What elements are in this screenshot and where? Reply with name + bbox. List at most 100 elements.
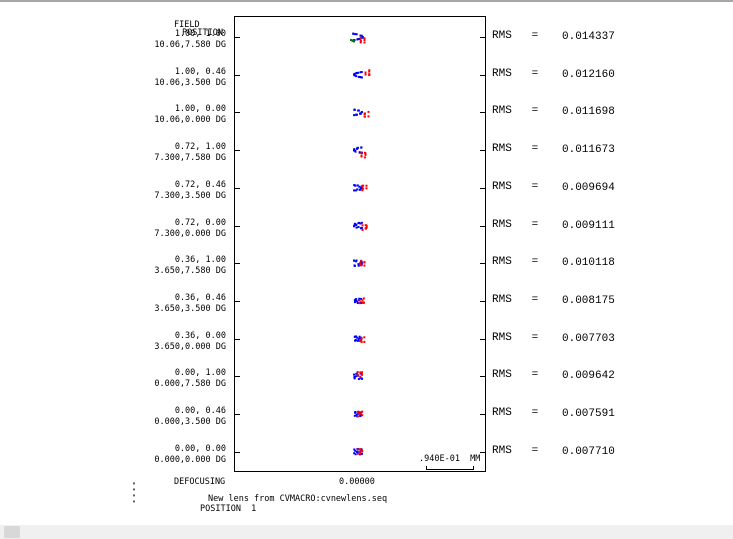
- spot-cluster: [353, 410, 364, 418]
- field-header: FIELD: [174, 12, 200, 30]
- red-ray-point: [363, 340, 366, 343]
- field-fraction: 0.72, 0.46: [174, 179, 226, 190]
- blue-ray-point: [358, 297, 361, 300]
- field-coordinates: 0.36, 1.00 3.650,7.580 DG: [36, 255, 226, 277]
- blue-ray-point: [354, 453, 357, 456]
- blue-ray-point: [353, 376, 356, 379]
- red-ray-point: [365, 184, 368, 187]
- field-angle: 0.000,3.500 DG: [154, 417, 226, 427]
- rms-value: 0.009111: [562, 219, 615, 232]
- rms-label: RMS =: [492, 144, 538, 155]
- blue-ray-point: [359, 301, 362, 304]
- right-tick: [480, 187, 486, 189]
- blue-ray-point: [356, 301, 359, 304]
- blue-ray-point: [359, 112, 362, 115]
- red-ray-point: [364, 152, 367, 155]
- field-fraction: 0.72, 0.00: [174, 217, 226, 228]
- spot-diagram-frame: [234, 16, 486, 472]
- red-ray-point: [359, 448, 362, 451]
- field-fraction: 1.00, 0.00: [174, 104, 226, 115]
- red-ray-point: [359, 450, 362, 453]
- blue-ray-point: [358, 37, 361, 40]
- blue-ray-point: [360, 377, 363, 380]
- rms-value: 0.009694: [562, 181, 615, 194]
- rms-label: RMS =: [492, 31, 538, 42]
- position-number: POSITION 1: [200, 504, 257, 514]
- field-angle: 3.650,7.580 DG: [154, 266, 226, 277]
- blue-ray-point: [353, 452, 356, 455]
- rms-label: RMS =: [492, 67, 539, 80]
- field-fraction: 0.72, 1.00: [174, 142, 226, 153]
- right-tick: [480, 338, 486, 340]
- red-ray-point: [359, 41, 362, 44]
- rms-text: RMS: [492, 105, 512, 118]
- rms-label: RMS =: [492, 180, 539, 193]
- blue-ray-point: [356, 184, 359, 187]
- blue-ray-point: [353, 222, 356, 225]
- blue-ray-point: [354, 150, 357, 153]
- blue-ray-point: [360, 70, 363, 73]
- field-coordinates: 1.00, 1.00 10.06,7.580 DG: [36, 29, 226, 51]
- red-ray-point: [360, 373, 363, 376]
- field-angle: 3.650,3.500 DG: [154, 303, 226, 314]
- field-fraction: 1.00, 0.46: [174, 66, 226, 77]
- right-tick: [480, 376, 486, 378]
- equals-sign: =: [531, 180, 539, 193]
- blue-ray-point: [353, 189, 356, 192]
- scale-bar: [426, 466, 474, 470]
- blue-ray-point: [354, 299, 357, 302]
- field-coordinates: 0.72, 0.46 7.300,3.500 DG: [36, 180, 226, 202]
- blue-ray-point: [355, 75, 358, 78]
- field-angle: 0.000,7.580 DG: [154, 379, 226, 390]
- vertical-caption-glyph: ▪▪▪▪: [131, 480, 137, 504]
- blue-ray-point: [360, 297, 363, 300]
- field-angle: 7.300,7.580 DG: [154, 153, 226, 164]
- red-ray-point: [358, 411, 361, 414]
- window-top-border: [0, 0, 733, 2]
- left-tick: [234, 150, 240, 152]
- blue-ray-point: [358, 151, 361, 154]
- blue-ray-point: [359, 76, 362, 79]
- red-ray-point: [368, 70, 371, 73]
- equals-sign: =: [531, 331, 539, 344]
- spot-cluster: [353, 184, 368, 192]
- red-ray-point: [367, 110, 370, 113]
- equals-sign: =: [531, 67, 539, 80]
- position-header: POSITION: [182, 20, 223, 38]
- red-ray-point: [359, 39, 362, 42]
- rms-value: 0.007703: [562, 332, 615, 345]
- field-angle: 10.06,0.000 DG: [154, 115, 226, 126]
- blue-ray-point: [358, 264, 361, 267]
- blue-ray-point: [355, 335, 358, 338]
- blue-ray-point: [359, 34, 362, 37]
- blue-ray-point: [355, 372, 358, 375]
- red-ray-point: [359, 452, 362, 455]
- right-tick: [480, 300, 486, 302]
- red-ray-point: [363, 112, 366, 115]
- red-ray-point: [363, 115, 366, 118]
- red-ray-point: [361, 189, 364, 192]
- blue-ray-point: [356, 300, 359, 303]
- blue-ray-point: [355, 223, 358, 226]
- blue-ray-point: [354, 449, 357, 452]
- blue-ray-point: [357, 109, 360, 112]
- rms-value: 0.007710: [562, 445, 615, 458]
- red-ray-point: [363, 261, 366, 264]
- left-tick: [234, 376, 240, 378]
- rms-text: RMS: [492, 218, 512, 231]
- blue-ray-point: [355, 33, 358, 36]
- spot-cluster: [353, 297, 365, 305]
- red-ray-point: [359, 36, 362, 39]
- field-angle: 10.06,3.500 DG: [154, 77, 226, 88]
- blue-ray-point: [360, 187, 363, 190]
- blue-ray-point: [353, 225, 356, 228]
- rms-text: RMS: [492, 256, 512, 269]
- red-ray-point: [358, 413, 361, 416]
- rms-text: RMS: [492, 30, 512, 42]
- field-coordinates: 0.36, 0.46 3.650,3.500 DG: [36, 293, 226, 315]
- left-tick: [234, 338, 240, 340]
- red-ray-point: [361, 414, 364, 417]
- red-ray-point: [363, 156, 366, 159]
- spot-cluster: [353, 371, 364, 381]
- red-ray-point: [361, 228, 364, 231]
